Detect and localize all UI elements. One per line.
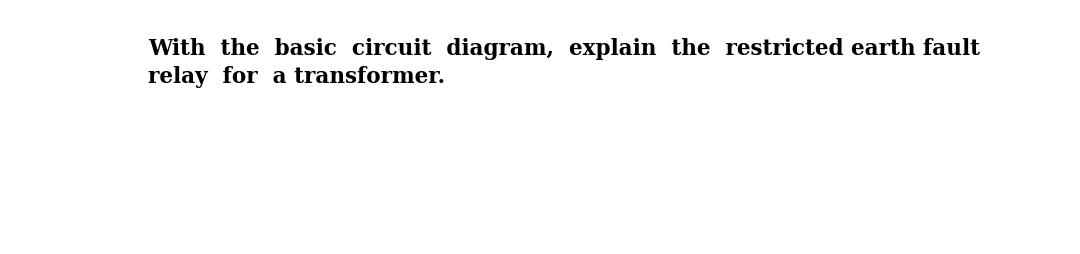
Text: With  the  basic  circuit  diagram,  explain  the  restricted earth fault
relay : With the basic circuit diagram, explain … [148, 38, 980, 88]
